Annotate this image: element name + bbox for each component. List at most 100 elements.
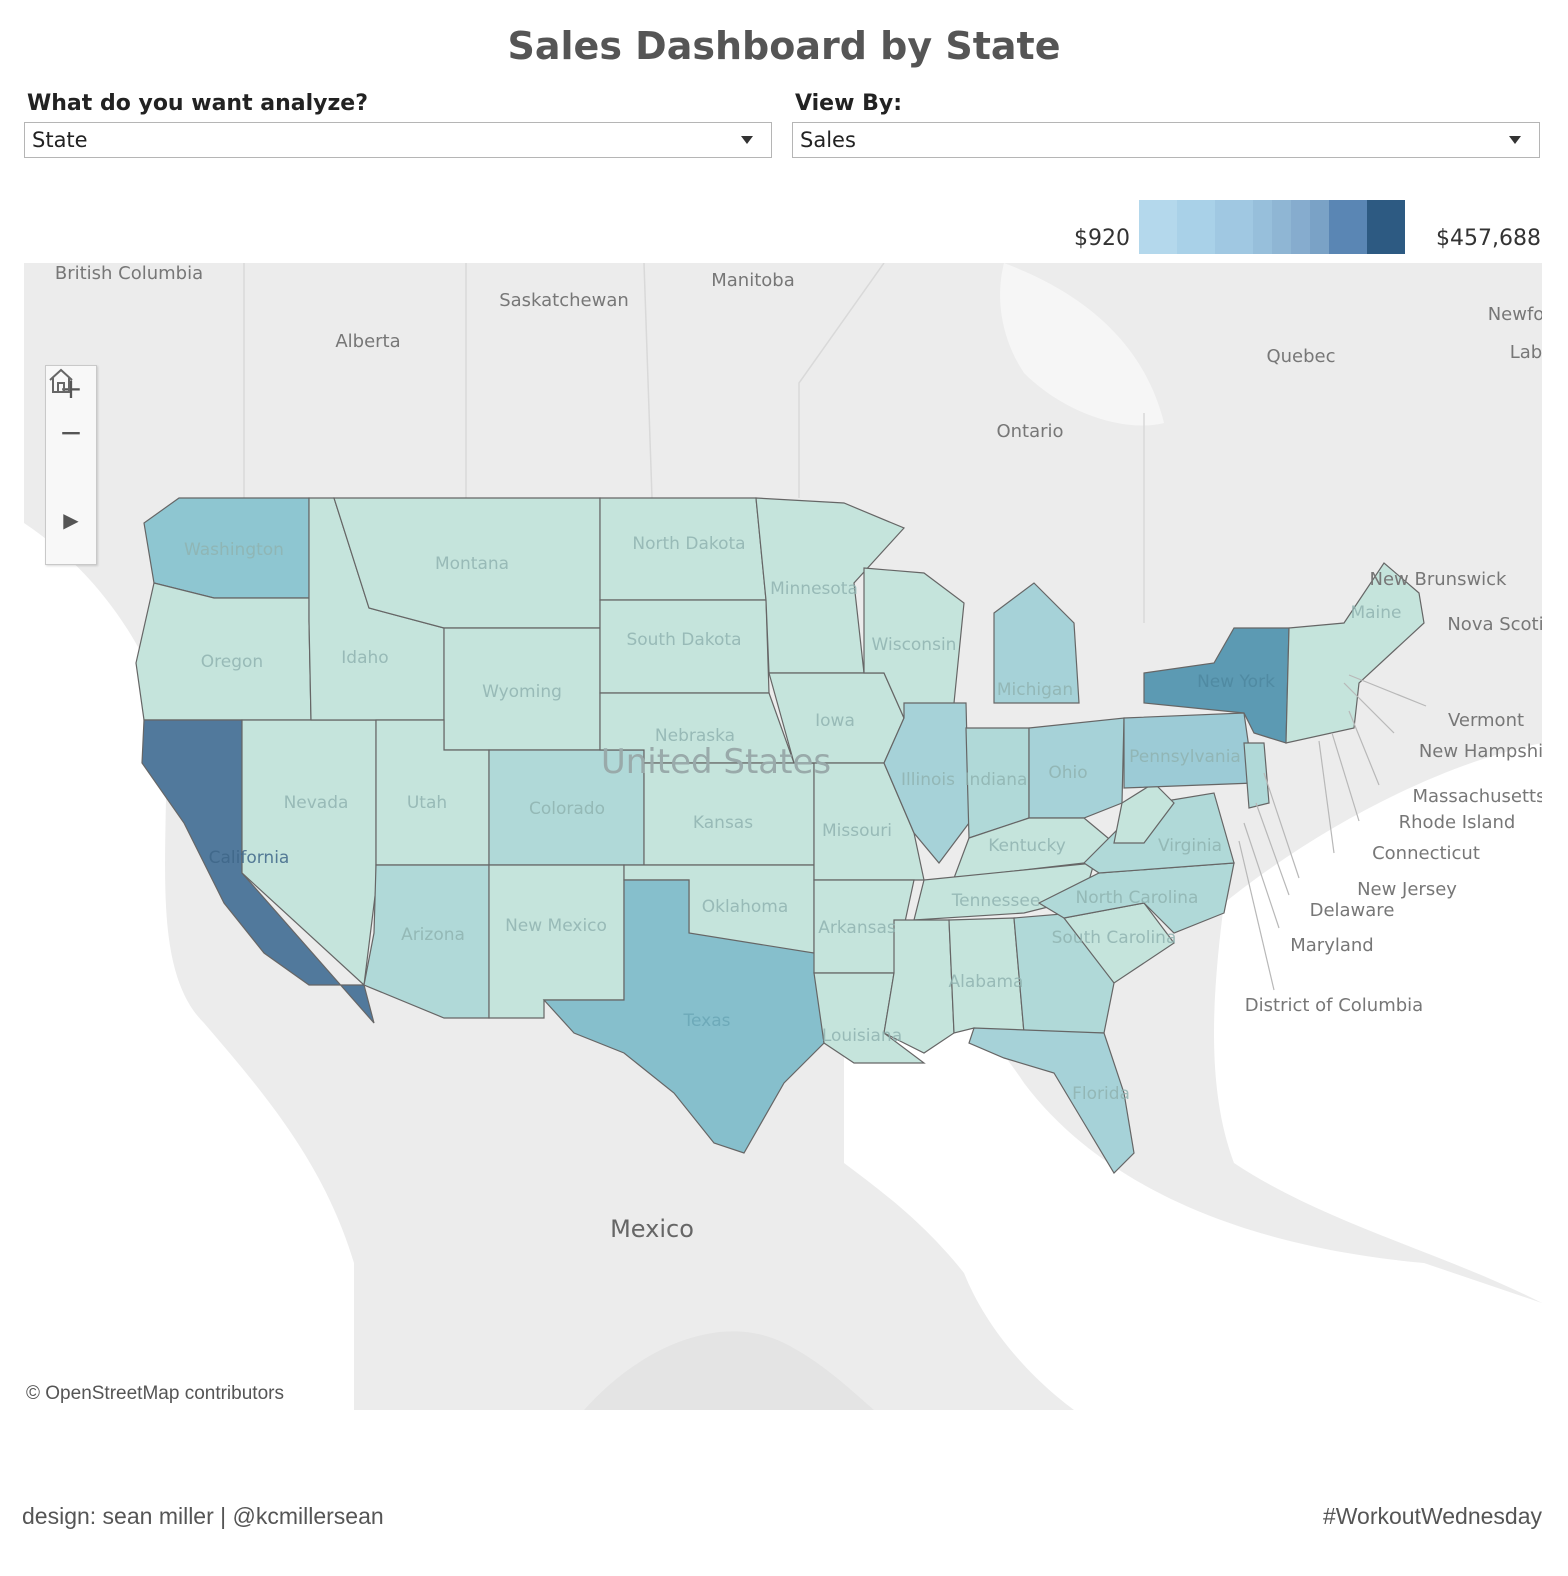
pacific-water (24, 523, 354, 1410)
label-new-brunswick: New Brunswick (1370, 569, 1508, 590)
hudson-bay (1000, 263, 1164, 426)
label-ontario: Ontario (996, 421, 1063, 442)
legend-min-label: $920 (1074, 226, 1130, 251)
gulf-water (844, 913, 1542, 1410)
state-minnesota (755, 497, 906, 674)
view-by-label: View By: (795, 91, 902, 116)
legend-swatch (1291, 200, 1310, 254)
label-nova-scotia: Nova Scotia (1447, 614, 1542, 635)
label-michigan: Michigan (997, 680, 1073, 700)
label-united-states: United States (601, 742, 831, 782)
label-district-of-columbia: District of Columbia (1245, 995, 1423, 1016)
label-vermont: Vermont (1448, 710, 1524, 731)
legend-swatch (1196, 200, 1215, 254)
home-button[interactable] (46, 368, 96, 498)
label-idaho: Idaho (341, 648, 388, 668)
label-oklahoma: Oklahoma (702, 897, 789, 917)
label-wyoming: Wyoming (482, 682, 562, 702)
play-icon: ▶ (63, 508, 79, 532)
label-south-dakota: South Dakota (626, 630, 741, 650)
map-attribution[interactable]: © OpenStreetMap contributors (26, 1383, 284, 1404)
label-nebraska: Nebraska (655, 726, 735, 746)
label-kansas: Kansas (693, 813, 753, 833)
label-north-carolina: North Carolina (1076, 888, 1199, 908)
label-new-mexico: New Mexico (505, 916, 607, 936)
label-kentucky: Kentucky (988, 836, 1066, 856)
label-north-dakota: North Dakota (632, 534, 745, 554)
label-utah: Utah (407, 793, 447, 813)
label-alabama: Alabama (949, 972, 1024, 992)
chevron-down-icon[interactable] (741, 136, 753, 144)
label-florida: Florida (1072, 1084, 1130, 1104)
state-new-mexico (488, 864, 625, 1019)
label-labrador: Lab (1510, 342, 1542, 363)
analyze-label: What do you want analyze? (27, 91, 368, 116)
province-borders (243, 263, 1145, 623)
legend-swatch (1329, 200, 1348, 254)
view-by-dropdown-value: Sales (800, 128, 856, 152)
map-view[interactable]: British Columbia Alberta Saskatchewan Ma… (24, 263, 1542, 1410)
label-pennsylvania: Pennsylvania (1129, 747, 1241, 767)
label-south-carolina: South Carolina (1052, 928, 1177, 948)
label-alberta: Alberta (335, 331, 400, 352)
label-connecticut: Connecticut (1372, 843, 1480, 864)
legend-max-label: $457,688 (1436, 226, 1541, 251)
callout-leaders (1238, 674, 1427, 991)
page-title: Sales Dashboard by State (507, 24, 1061, 68)
label-tennessee: Tennessee (951, 891, 1041, 911)
label-new-york: New York (1197, 672, 1275, 692)
chevron-down-icon[interactable] (1509, 136, 1521, 144)
legend-swatch (1158, 200, 1177, 254)
zoom-out-button[interactable]: − (59, 415, 83, 449)
footer-credit: design: sean miller | @kcmillersean (22, 1503, 384, 1529)
state-florida (968, 1027, 1135, 1174)
state-new-england (1285, 562, 1425, 744)
legend-swatch (1215, 200, 1234, 254)
label-california: California (209, 848, 290, 868)
label-ohio: Ohio (1048, 763, 1087, 783)
state-ohio (1028, 717, 1125, 819)
label-british-columbia: British Columbia (55, 263, 203, 284)
label-minnesota: Minnesota (770, 579, 858, 599)
map-controls: + − ▶ (45, 365, 97, 565)
legend-swatch (1177, 200, 1196, 254)
map-canvas[interactable]: British Columbia Alberta Saskatchewan Ma… (24, 263, 1542, 1410)
label-new-hampshire: New Hampshi (1419, 741, 1542, 762)
analyze-dropdown[interactable]: State (24, 122, 772, 158)
label-wisconsin: Wisconsin (872, 635, 957, 655)
footer-hashtag: #WorkoutWednesday (1322, 1503, 1542, 1529)
us-states (135, 497, 1425, 1174)
play-button[interactable]: ▶ (46, 498, 96, 542)
legend-swatch (1253, 200, 1272, 254)
label-virginia: Virginia (1158, 836, 1222, 856)
label-delaware: Delaware (1310, 900, 1395, 921)
label-newfoundland: Newfo (1488, 304, 1542, 325)
label-maine: Maine (1350, 603, 1401, 623)
label-saskatchewan: Saskatchewan (499, 290, 629, 311)
legend-swatch (1310, 200, 1329, 254)
home-icon (49, 368, 73, 393)
legend-swatch (1139, 200, 1158, 254)
view-by-dropdown[interactable]: Sales (792, 122, 1540, 158)
legend-swatch (1348, 200, 1367, 254)
label-mexico: Mexico (610, 1215, 694, 1243)
label-colorado: Colorado (529, 799, 605, 819)
label-arizona: Arizona (401, 925, 465, 945)
label-louisiana: Louisiana (822, 1026, 902, 1046)
analyze-dropdown-value: State (32, 128, 88, 152)
legend-swatch (1367, 200, 1386, 254)
state-texas (542, 879, 825, 1154)
label-texas: Texas (683, 1011, 731, 1031)
label-massachusetts: Massachusetts (1412, 786, 1542, 807)
label-rhode-island: Rhode Island (1399, 812, 1516, 833)
label-illinois: Illinois (901, 770, 955, 790)
state-michigan (993, 582, 1080, 704)
label-new-jersey: New Jersey (1357, 879, 1457, 900)
zoom-in-button[interactable]: + (59, 371, 83, 405)
label-manitoba: Manitoba (711, 270, 795, 291)
state-illinois (883, 702, 970, 864)
legend-swatch (1234, 200, 1253, 254)
label-indiana: Indiana (965, 770, 1028, 790)
label-oregon: Oregon (201, 652, 263, 672)
legend-swatch (1272, 200, 1291, 254)
